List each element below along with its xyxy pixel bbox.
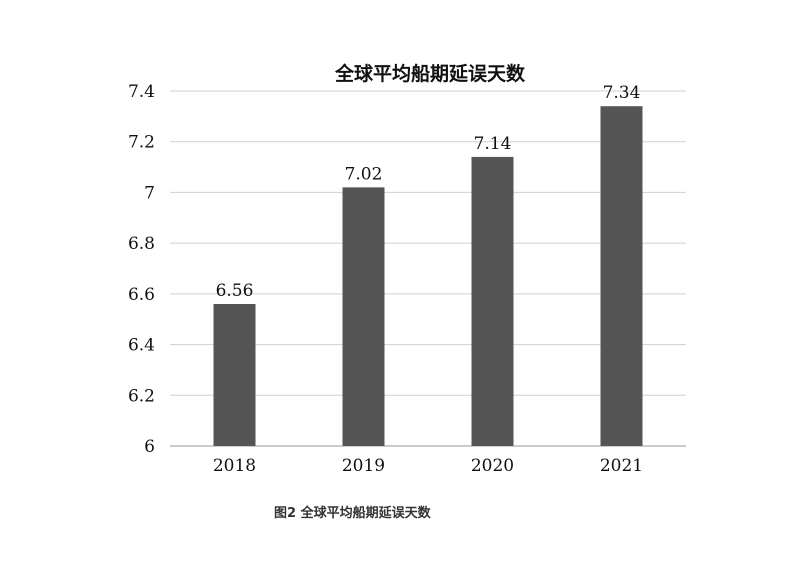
- bar-2020: [471, 156, 514, 446]
- y-tick-label: 6.4: [128, 336, 155, 356]
- y-tick-label: 6.6: [128, 285, 155, 305]
- data-label-2020: 7.14: [474, 134, 512, 154]
- x-tick-label-2018: 2018: [213, 456, 256, 476]
- y-tick-label: 6: [144, 437, 155, 457]
- bar-2018: [213, 304, 256, 446]
- bar-2019: [342, 187, 385, 446]
- x-tick-label-2020: 2020: [471, 456, 514, 476]
- x-tick-label-2019: 2019: [342, 456, 385, 476]
- data-label-2018: 6.56: [216, 281, 254, 301]
- y-tick-label: 6.8: [128, 234, 155, 254]
- y-tick-label: 7: [144, 183, 155, 203]
- x-tick-label-2021: 2021: [600, 456, 643, 476]
- y-tick-label: 6.2: [128, 386, 155, 406]
- y-tick-label: 7.4: [128, 82, 155, 102]
- data-label-2019: 7.02: [345, 164, 383, 184]
- y-tick-label: 7.2: [128, 133, 155, 153]
- bar-2021: [600, 106, 643, 446]
- data-label-2021: 7.34: [603, 83, 641, 103]
- figure-caption: 图2 全球平均船期延误天数: [274, 506, 431, 521]
- chart-title: 全球平均船期延误天数: [334, 62, 526, 85]
